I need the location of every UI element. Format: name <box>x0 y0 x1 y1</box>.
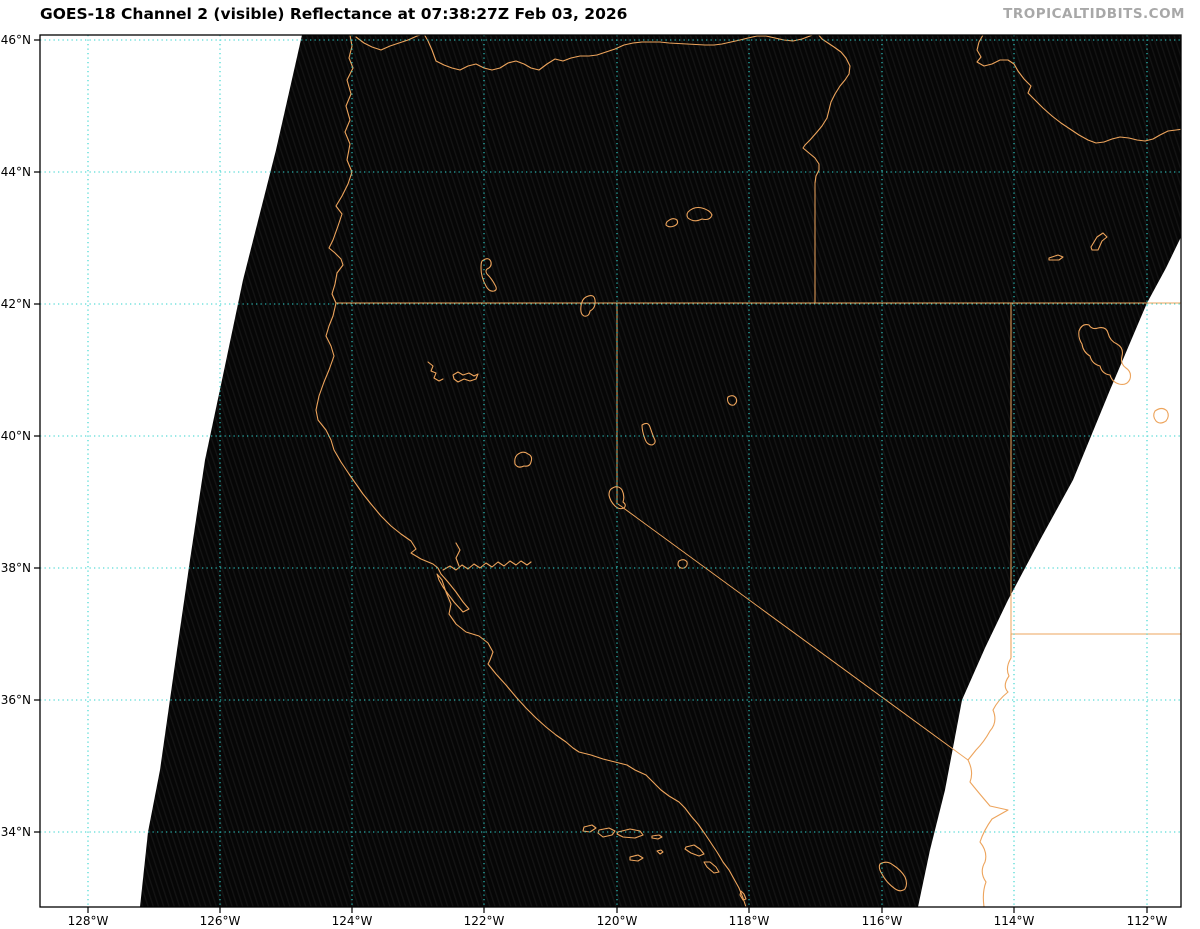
site-watermark: TROPICALTIDBITS.COM <box>1003 6 1185 22</box>
lon-label: 116°W <box>862 914 903 928</box>
x-axis-ticks <box>87 907 1148 913</box>
lat-label: 40°N <box>1 429 31 443</box>
satellite-swath-dark-region <box>140 35 1181 907</box>
lon-label: 118°W <box>729 914 770 928</box>
lon-label: 112°W <box>1127 914 1168 928</box>
state-borders-path <box>335 182 1181 761</box>
lat-label: 46°N <box>1 33 31 47</box>
lat-label: 38°N <box>1 561 31 575</box>
lon-label: 128°W <box>68 914 109 928</box>
y-axis-labels: 46°N 44°N 42°N 40°N 38°N 36°N 34°N <box>1 33 31 839</box>
lon-label: 124°W <box>332 914 373 928</box>
colorado-river-path <box>967 633 1012 907</box>
map-frame <box>39 34 1182 908</box>
islands-paths <box>582 824 747 901</box>
coastline-path <box>315 35 747 907</box>
lat-label: 44°N <box>1 165 31 179</box>
x-axis-labels: 128°W 126°W 124°W 122°W 120°W 118°W 116°… <box>68 914 1168 928</box>
lon-label: 126°W <box>200 914 241 928</box>
lat-label: 42°N <box>1 297 31 311</box>
lon-label: 122°W <box>464 914 505 928</box>
y-axis-ticks <box>34 39 40 833</box>
snake-river-idaho-path <box>976 35 1181 144</box>
lat-label: 34°N <box>1 825 31 839</box>
lon-label: 120°W <box>597 914 638 928</box>
snake-river-path <box>802 35 851 184</box>
lat-label: 36°N <box>1 693 31 707</box>
lon-label: 114°W <box>994 914 1035 928</box>
map-title: GOES-18 Channel 2 (visible) Reflectance … <box>40 5 628 23</box>
